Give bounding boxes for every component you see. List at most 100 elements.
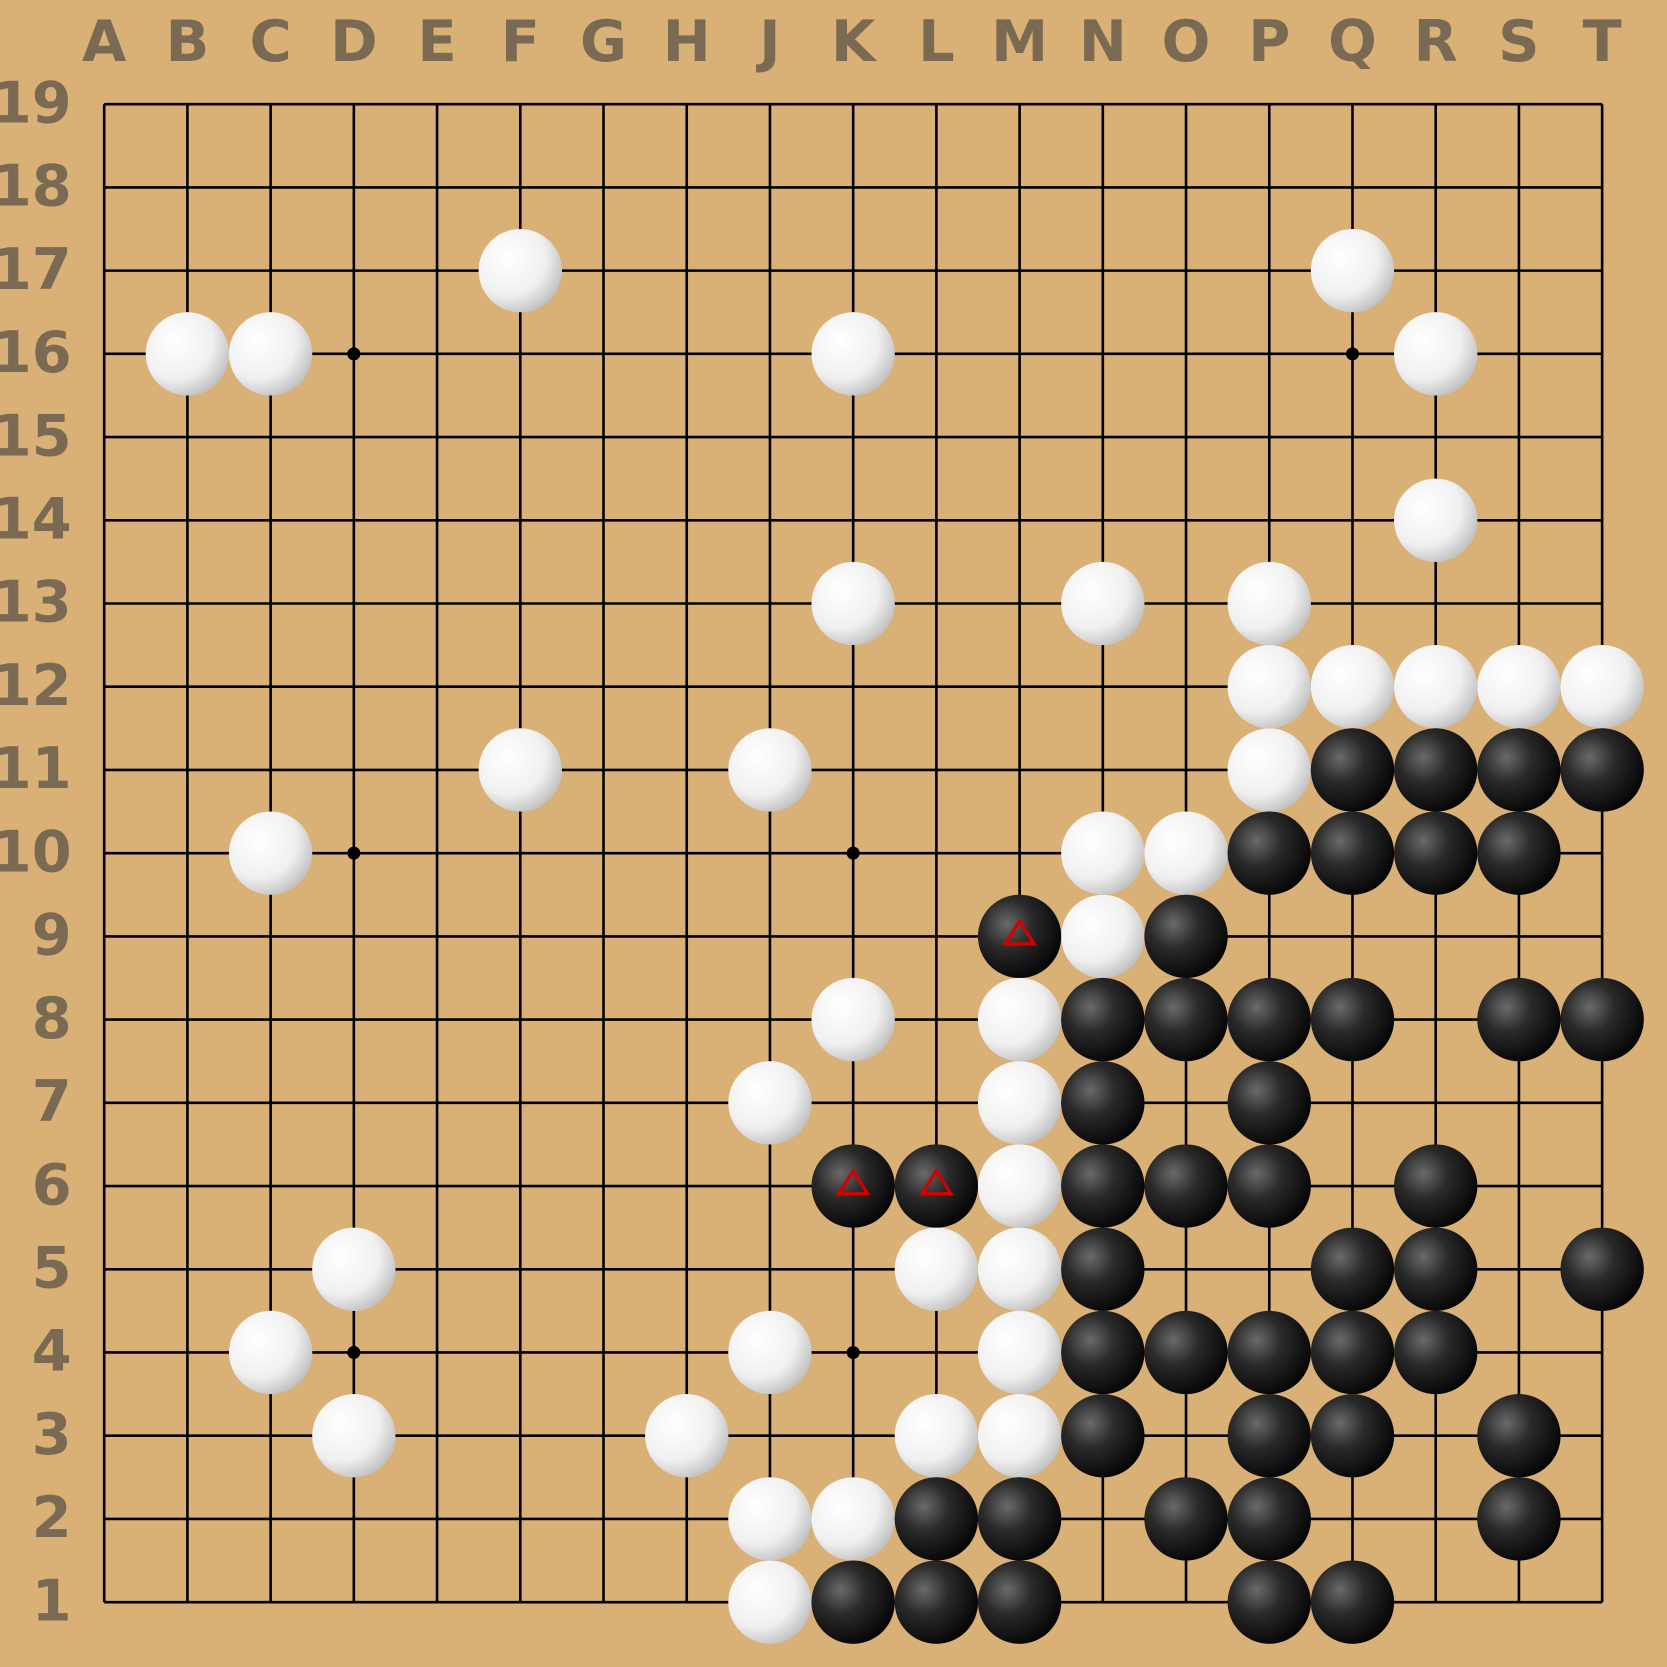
white-stone[interactable] xyxy=(1144,811,1227,894)
black-stone[interactable] xyxy=(1311,1560,1394,1643)
black-stone[interactable] xyxy=(1061,1394,1144,1477)
black-stone[interactable] xyxy=(1394,1144,1477,1227)
white-stone[interactable] xyxy=(1560,645,1643,728)
black-stone[interactable] xyxy=(895,1144,978,1227)
black-stone[interactable] xyxy=(1061,1311,1144,1394)
black-stone[interactable] xyxy=(1311,1228,1394,1311)
black-stone[interactable] xyxy=(1228,1144,1311,1227)
white-stone[interactable] xyxy=(978,1394,1061,1477)
black-stone[interactable] xyxy=(1477,978,1560,1061)
white-stone[interactable] xyxy=(1061,895,1144,978)
col-label: C xyxy=(250,8,292,75)
black-stone[interactable] xyxy=(1061,1061,1144,1144)
black-stone[interactable] xyxy=(1144,1311,1227,1394)
white-stone[interactable] xyxy=(312,1394,395,1477)
black-stone[interactable] xyxy=(895,1477,978,1560)
white-stone[interactable] xyxy=(811,1477,894,1560)
white-stone[interactable] xyxy=(978,1061,1061,1144)
black-stone[interactable] xyxy=(1560,728,1643,811)
black-stone[interactable] xyxy=(1394,1311,1477,1394)
black-stone[interactable] xyxy=(811,1560,894,1643)
black-stone[interactable] xyxy=(1228,1560,1311,1643)
white-stone[interactable] xyxy=(811,312,894,395)
black-stone[interactable] xyxy=(1477,728,1560,811)
white-stone[interactable] xyxy=(229,811,312,894)
col-label: K xyxy=(831,8,878,75)
row-label: 6 xyxy=(32,1151,72,1218)
white-stone[interactable] xyxy=(978,1228,1061,1311)
black-stone[interactable] xyxy=(978,1560,1061,1643)
white-stone[interactable] xyxy=(229,1311,312,1394)
white-stone[interactable] xyxy=(1061,811,1144,894)
white-stone[interactable] xyxy=(1228,562,1311,645)
black-stone[interactable] xyxy=(1061,978,1144,1061)
white-stone[interactable] xyxy=(1394,479,1477,562)
row-label: 14 xyxy=(0,486,72,553)
row-label: 19 xyxy=(0,69,72,136)
white-stone[interactable] xyxy=(895,1228,978,1311)
white-stone[interactable] xyxy=(728,1560,811,1643)
white-stone[interactable] xyxy=(1311,229,1394,312)
row-label: 9 xyxy=(32,902,72,969)
white-stone[interactable] xyxy=(811,978,894,1061)
col-label: S xyxy=(1498,8,1539,75)
black-stone[interactable] xyxy=(895,1560,978,1643)
white-stone[interactable] xyxy=(479,229,562,312)
row-label: 5 xyxy=(32,1234,72,1301)
black-stone[interactable] xyxy=(1228,1394,1311,1477)
white-stone[interactable] xyxy=(728,1311,811,1394)
black-stone[interactable] xyxy=(1311,1311,1394,1394)
black-stone[interactable] xyxy=(1228,1061,1311,1144)
white-stone[interactable] xyxy=(728,1477,811,1560)
black-stone[interactable] xyxy=(1228,978,1311,1061)
white-stone[interactable] xyxy=(645,1394,728,1477)
black-stone[interactable] xyxy=(1394,1228,1477,1311)
black-stone[interactable] xyxy=(1394,728,1477,811)
black-stone[interactable] xyxy=(1061,1144,1144,1227)
row-label: 10 xyxy=(0,818,72,885)
black-stone[interactable] xyxy=(1228,1311,1311,1394)
white-stone[interactable] xyxy=(1228,645,1311,728)
white-stone[interactable] xyxy=(1061,562,1144,645)
black-stone[interactable] xyxy=(1311,811,1394,894)
black-stone[interactable] xyxy=(1228,811,1311,894)
black-stone[interactable] xyxy=(1477,1477,1560,1560)
black-stone[interactable] xyxy=(1477,811,1560,894)
white-stone[interactable] xyxy=(978,1311,1061,1394)
white-stone[interactable] xyxy=(895,1394,978,1477)
white-stone[interactable] xyxy=(146,312,229,395)
black-stone[interactable] xyxy=(1144,1477,1227,1560)
white-stone[interactable] xyxy=(978,1144,1061,1227)
white-stone[interactable] xyxy=(728,728,811,811)
black-stone[interactable] xyxy=(1144,978,1227,1061)
white-stone[interactable] xyxy=(312,1228,395,1311)
black-stone[interactable] xyxy=(1477,1394,1560,1477)
black-stone[interactable] xyxy=(1144,1144,1227,1227)
white-stone[interactable] xyxy=(1394,312,1477,395)
white-stone[interactable] xyxy=(728,1061,811,1144)
black-stone[interactable] xyxy=(1311,1394,1394,1477)
white-stone[interactable] xyxy=(811,562,894,645)
black-stone[interactable] xyxy=(1061,1228,1144,1311)
black-stone[interactable] xyxy=(811,1144,894,1227)
black-stone[interactable] xyxy=(1311,978,1394,1061)
go-board[interactable]: ABCDEFGHJKLMNOPQRST191817161514131211109… xyxy=(0,0,1667,1667)
col-label: O xyxy=(1162,8,1211,75)
black-stone[interactable] xyxy=(1311,728,1394,811)
black-stone[interactable] xyxy=(1560,1228,1643,1311)
black-stone[interactable] xyxy=(1560,978,1643,1061)
black-stone[interactable] xyxy=(978,895,1061,978)
black-stone[interactable] xyxy=(1394,811,1477,894)
col-label: Q xyxy=(1328,8,1377,75)
white-stone[interactable] xyxy=(1311,645,1394,728)
row-label: 3 xyxy=(32,1401,72,1468)
white-stone[interactable] xyxy=(978,978,1061,1061)
black-stone[interactable] xyxy=(1144,895,1227,978)
white-stone[interactable] xyxy=(229,312,312,395)
black-stone[interactable] xyxy=(1228,1477,1311,1560)
white-stone[interactable] xyxy=(1477,645,1560,728)
white-stone[interactable] xyxy=(1394,645,1477,728)
white-stone[interactable] xyxy=(479,728,562,811)
black-stone[interactable] xyxy=(978,1477,1061,1560)
white-stone[interactable] xyxy=(1228,728,1311,811)
